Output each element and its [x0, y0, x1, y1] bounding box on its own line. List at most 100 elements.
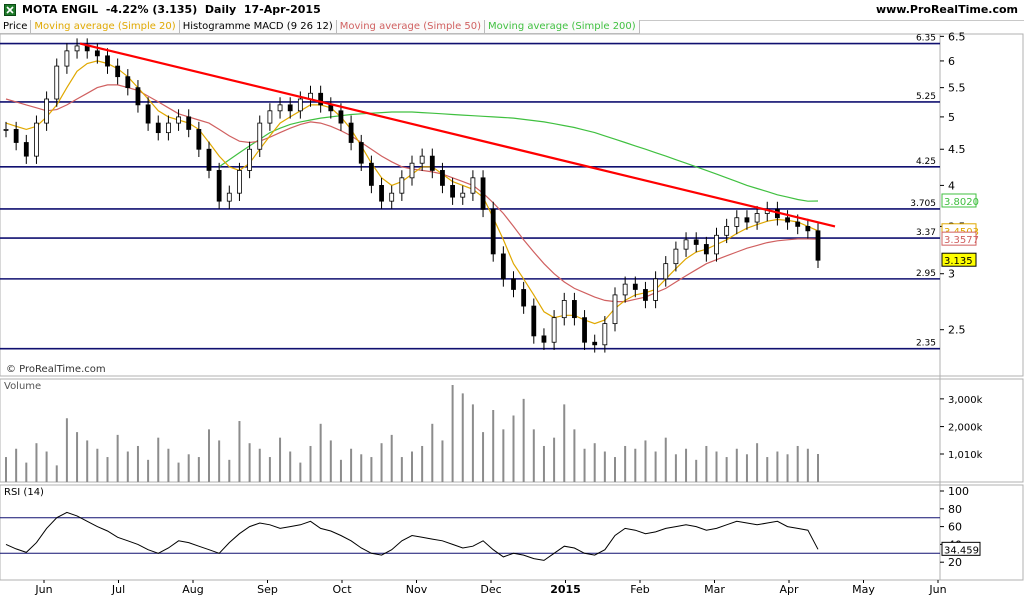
candle-body [622, 283, 628, 296]
candle-body [724, 225, 730, 236]
candle-body [511, 278, 516, 290]
candle-body [74, 45, 80, 52]
candle-body [135, 87, 141, 106]
candle-body [389, 192, 395, 202]
candle-body [368, 162, 374, 186]
level-label: 4.25 [916, 157, 936, 167]
price-y-tick-label: 5.5 [948, 82, 966, 95]
rsi-y-tick-label: 100 [948, 485, 969, 498]
candle-body [287, 104, 293, 112]
level-label: 5.25 [916, 92, 936, 102]
tab-sma200[interactable]: Moving average (Simple 200) [485, 20, 640, 34]
watermark: © ProRealTime.com [6, 364, 106, 375]
candle-body [318, 92, 324, 106]
indicator-tabs: Price Moving average (Simple 20) Histogr… [0, 20, 640, 34]
candle-body [450, 185, 456, 198]
last-value-box [941, 193, 977, 208]
candle-body [683, 239, 689, 250]
last-value-label: 3.8020 [944, 197, 979, 208]
x-axis-label: May [852, 583, 875, 596]
candle-body [297, 98, 303, 112]
candle-body [795, 221, 801, 227]
candle-body [734, 217, 740, 227]
x-axis-label: Jun [928, 583, 946, 596]
x-axis-label: Mar [704, 583, 725, 596]
rsi-last-value: 34.459 [944, 545, 979, 556]
level-label: 2.95 [916, 269, 936, 279]
candle-body [145, 104, 151, 124]
x-axis-label: Feb [630, 583, 649, 596]
candle-body [673, 248, 679, 265]
candle-body [429, 155, 435, 171]
price-y-tick-label: 3 [948, 268, 955, 281]
candle-body [419, 155, 425, 164]
candle-body [805, 225, 811, 232]
tab-macd[interactable]: Histogramme MACD (9 26 12) [179, 20, 337, 34]
level-label: 3.37 [916, 228, 936, 238]
price-y-tick-label: 4.5 [948, 143, 966, 156]
volume-y-tick-label: 3,000k [948, 395, 983, 406]
x-axis-label: Aug [182, 583, 203, 596]
candle-body [176, 116, 181, 124]
candle-body [348, 122, 354, 143]
price-panel [0, 33, 1024, 377]
volume-y-tick-label: 2,000k [948, 423, 983, 434]
candle-body [338, 110, 344, 124]
candle-body [561, 300, 567, 319]
candle-body [13, 129, 19, 143]
excel-export-icon[interactable] [4, 4, 16, 16]
level-label: 3.705 [910, 199, 936, 209]
candle-body [105, 55, 110, 67]
candle-body [714, 234, 719, 255]
candle-body [572, 300, 577, 319]
candle-body [754, 213, 760, 223]
tab-price[interactable]: Price [0, 20, 32, 34]
candle-body [815, 230, 821, 261]
x-axis-label: Oct [332, 583, 352, 596]
rsi-y-tick-label: 20 [948, 556, 962, 569]
candle-body [328, 104, 334, 112]
candle-body [399, 177, 405, 194]
candle-body [155, 122, 161, 134]
candle-body [460, 192, 466, 198]
candle-body [409, 162, 415, 179]
volume-panel [0, 378, 1024, 483]
rsi-y-tick-label: 80 [948, 503, 962, 516]
candle-body [94, 50, 100, 57]
candle-body [247, 148, 253, 171]
candle-body [632, 283, 638, 290]
candle-body [115, 65, 121, 78]
x-axis-label: Jun [34, 583, 52, 596]
price-y-tick-label: 5 [948, 111, 955, 124]
x-axis-label: Dec [480, 583, 501, 596]
x-axis-label: Apr [779, 583, 799, 596]
candle-body [663, 263, 669, 280]
candle-body [54, 65, 60, 100]
tab-sma50[interactable]: Moving average (Simple 50) [336, 20, 486, 34]
candle-body [64, 50, 70, 67]
candle-body [703, 244, 709, 255]
candle-body [653, 278, 658, 301]
site-label: www.ProRealTime.com [875, 3, 1018, 16]
x-axis-label: 2015 [550, 583, 581, 596]
rsi-line [5, 511, 819, 561]
candle-body [551, 317, 557, 343]
candle-body [785, 217, 790, 223]
candle-body [744, 217, 750, 223]
candle-body [165, 122, 171, 134]
candle-body [531, 305, 537, 337]
rsi-title: RSI (14) [4, 487, 44, 498]
x-axis-label: Nov [406, 583, 428, 596]
candle-body [237, 170, 242, 194]
last-value-label: 3.135 [944, 256, 973, 267]
candle-body [612, 294, 618, 325]
candle-body [186, 116, 192, 130]
candle-body [196, 129, 202, 150]
candle-body [480, 177, 486, 210]
tab-sma20[interactable]: Moving average (Simple 20) [31, 20, 180, 34]
candle-body [277, 104, 283, 112]
chart-header: MOTA ENGIL -4.22% (3.135) Daily 17-Apr-2… [0, 0, 1024, 21]
candle-body [541, 335, 547, 343]
last-value-label: 3.3577 [944, 235, 979, 246]
